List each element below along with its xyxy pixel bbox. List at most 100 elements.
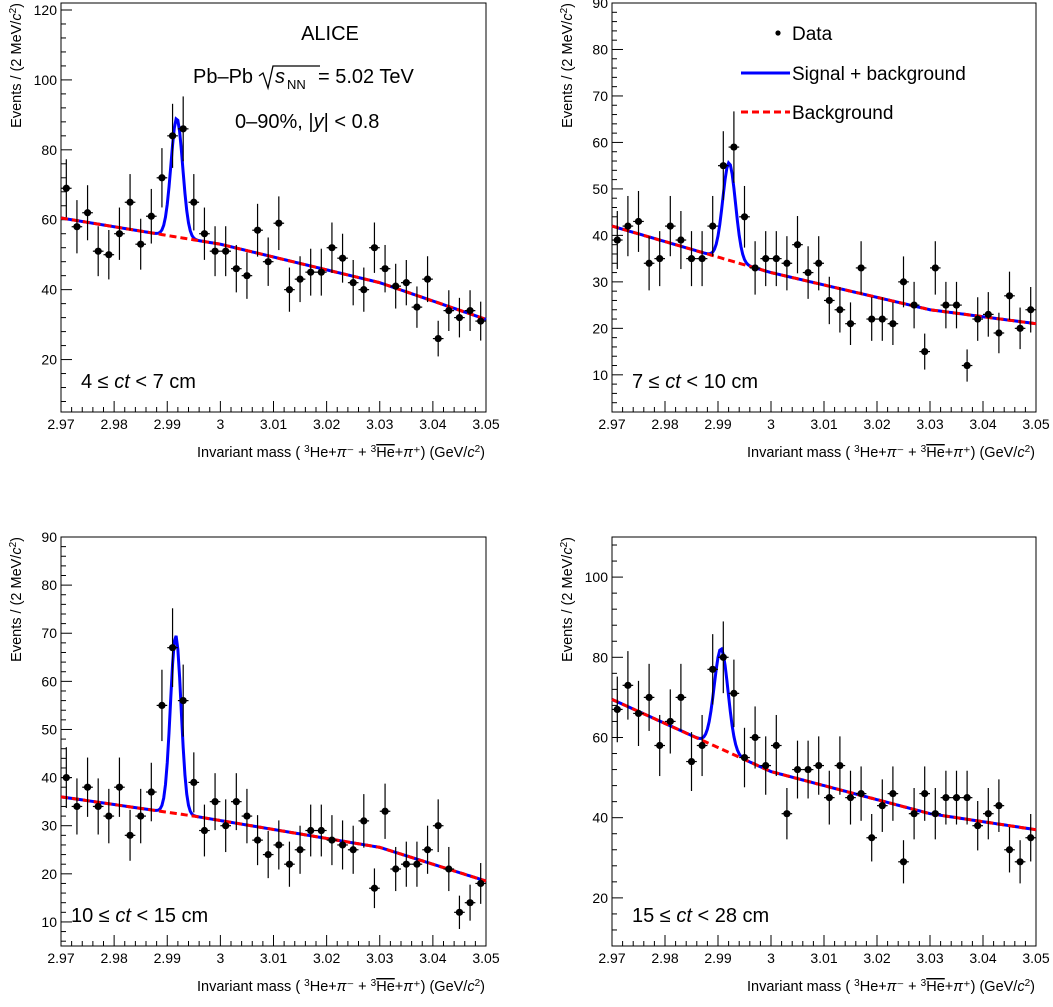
data-marker <box>477 317 485 325</box>
x-tick-label: 3.03 <box>916 950 943 966</box>
data-marker <box>868 315 876 323</box>
y-tick-label: 50 <box>41 721 57 737</box>
data-point <box>972 297 983 341</box>
data-marker <box>253 836 262 844</box>
y-tick-label: 60 <box>592 134 608 150</box>
data-marker <box>793 241 802 249</box>
y-tick-label: 100 <box>585 569 609 585</box>
data-marker <box>83 209 92 217</box>
data-marker <box>83 783 92 791</box>
data-point <box>220 799 231 853</box>
data-point <box>919 766 930 821</box>
data-marker <box>338 254 347 262</box>
data-marker <box>846 320 855 328</box>
data-marker <box>275 219 283 227</box>
centrality-label: 0–90%, |y| < 0.8 <box>235 111 379 133</box>
data-marker <box>730 689 738 697</box>
data-point <box>665 689 676 754</box>
data-marker <box>613 236 621 244</box>
data-marker <box>942 301 950 309</box>
data-point <box>961 349 973 382</box>
x-tick-label: 2.98 <box>101 416 128 432</box>
data-point <box>993 779 1005 832</box>
x-axis-label: Invariant mass ( 3He+π⁻ + 3He+π⁺) (GeV/c… <box>747 444 1035 462</box>
data-point <box>92 778 104 835</box>
data-point <box>654 714 665 777</box>
data-point <box>675 211 687 270</box>
signal-plus-background-curve <box>60 116 487 321</box>
data-marker <box>445 307 453 315</box>
data-point <box>760 231 771 287</box>
y-tick-label: 20 <box>41 352 57 368</box>
data-marker <box>445 865 453 873</box>
data-point <box>114 757 125 817</box>
data-point <box>273 820 285 870</box>
data-point <box>379 244 391 293</box>
data-point <box>633 190 644 252</box>
background-curve <box>60 216 487 321</box>
data-marker <box>751 264 759 272</box>
data-marker <box>115 783 124 791</box>
data-point <box>718 621 729 694</box>
data-marker <box>477 879 485 888</box>
data-marker <box>666 717 674 726</box>
data-point <box>749 706 761 769</box>
data-marker <box>740 753 749 762</box>
data-point <box>665 195 676 257</box>
data-marker <box>1016 324 1024 332</box>
data-marker <box>687 757 696 766</box>
data-marker <box>857 790 865 798</box>
data-point <box>369 222 380 273</box>
data-point <box>146 188 157 244</box>
data-marker <box>836 306 844 314</box>
data-marker <box>264 850 272 859</box>
data-point <box>262 831 274 879</box>
data-marker <box>200 826 209 835</box>
data-marker <box>995 802 1003 810</box>
data-marker <box>825 794 833 802</box>
data-point <box>475 863 486 904</box>
data-marker <box>328 244 336 252</box>
plot-frame <box>60 2 487 413</box>
y-tick-label: 40 <box>41 770 57 786</box>
data-point <box>422 256 433 303</box>
x-tick-label: 3.01 <box>260 950 287 966</box>
data-point <box>337 820 348 870</box>
data-point <box>124 174 136 231</box>
x-axis-label: Invariant mass ( 3He+π⁻ + 3He+π⁺) (GeV/c… <box>747 978 1035 996</box>
data-point <box>199 207 210 260</box>
data-marker <box>455 314 464 322</box>
data-marker <box>381 265 389 273</box>
data-marker <box>423 846 432 854</box>
data-point <box>411 286 423 328</box>
data-point <box>1014 307 1026 350</box>
panel-7-10cm: 2.97 2.98 2.99 3 3.01 3.02 3.03 3.04 3.05 10 20 30 4… <box>559 0 1050 461</box>
data-point <box>326 815 338 866</box>
data-marker <box>62 184 70 192</box>
x-tick-label: 2.97 <box>47 416 74 432</box>
data-marker <box>317 826 325 835</box>
data-marker <box>963 361 971 370</box>
experiment-label: ALICE <box>301 23 359 45</box>
background-curve <box>611 698 1037 832</box>
data-point <box>337 233 348 283</box>
data-point <box>824 770 835 825</box>
data-point <box>749 241 761 295</box>
data-point <box>390 263 401 309</box>
data-marker <box>179 697 187 705</box>
x-tick-label: 3.03 <box>366 950 393 966</box>
data-marker <box>466 307 474 315</box>
ct-range-label: 7 ≤ ct < 10 cm <box>632 371 758 393</box>
legend-data-label: Data <box>792 24 833 45</box>
data-point <box>61 159 72 218</box>
data-point <box>262 237 274 286</box>
data-marker <box>222 822 230 830</box>
data-marker <box>868 834 876 842</box>
data-point <box>220 226 231 277</box>
x-tick-label: 3.02 <box>313 416 340 432</box>
data-marker <box>952 794 961 802</box>
data-marker <box>381 807 389 815</box>
y-tick-label: 80 <box>592 649 608 665</box>
data-point <box>728 659 740 728</box>
x-tick-label: 3 <box>216 416 224 432</box>
